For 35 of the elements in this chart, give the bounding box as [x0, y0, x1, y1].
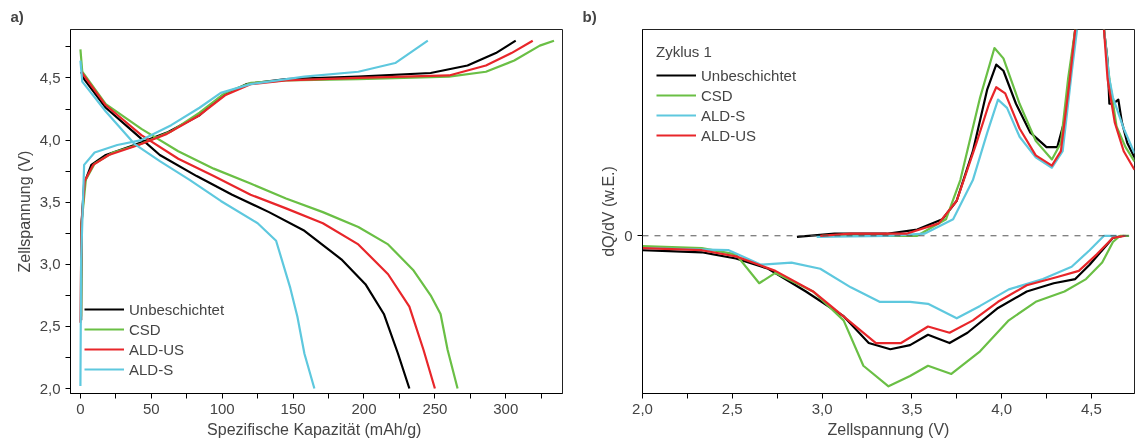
y-tick-label: 2,0 — [39, 379, 61, 397]
y-tick-label: 4,0 — [39, 131, 61, 149]
x-tick-label: 50 — [142, 399, 160, 417]
legend-label: CSD — [129, 320, 161, 338]
x-tick-label: 3,5 — [901, 399, 923, 417]
x-axis-title: Spezifische Kapazität (mAh/g) — [207, 420, 422, 438]
legend-label: ALD-US — [701, 126, 757, 144]
x-tick-label: 300 — [493, 399, 519, 417]
x-tick-label: 3,0 — [811, 399, 833, 417]
y-axis-title: Zellspannung (V) — [15, 150, 33, 273]
y-tick-label: 3,0 — [39, 255, 61, 273]
x-tick-label: 0 — [76, 399, 85, 417]
x-tick-label: 4,0 — [991, 399, 1013, 417]
y-tick-label: 3,5 — [39, 193, 61, 211]
x-tick-label: 200 — [351, 399, 377, 417]
legend-label: ALD-US — [129, 340, 185, 358]
legend-label: ALD-S — [701, 106, 746, 124]
legend-label: ALD-S — [129, 360, 174, 378]
x-tick-label: 2,0 — [632, 399, 653, 417]
x-tick-label: 150 — [280, 399, 306, 417]
chart-title: b) — [582, 7, 597, 25]
x-tick-label: 2,5 — [721, 399, 743, 417]
ref-line-label: 0 — [624, 226, 633, 244]
y-axis-title: dQ/dV (w.E.) — [600, 166, 618, 257]
y-tick-label: 2,5 — [39, 317, 61, 335]
legend-label: Unbeschichtet — [129, 300, 225, 318]
x-tick-label: 4,5 — [1080, 399, 1102, 417]
x-axis-title: Zellspannung (V) — [827, 420, 950, 438]
y-tick-label: 4,5 — [39, 68, 61, 86]
chart-title: a) — [10, 7, 24, 25]
legend-label: Unbeschichtet — [701, 66, 797, 84]
legend-title: Zyklus 1 — [656, 43, 713, 60]
legend-label: CSD — [701, 86, 733, 104]
x-tick-label: 100 — [209, 399, 235, 417]
x-tick-label: 250 — [422, 399, 448, 417]
